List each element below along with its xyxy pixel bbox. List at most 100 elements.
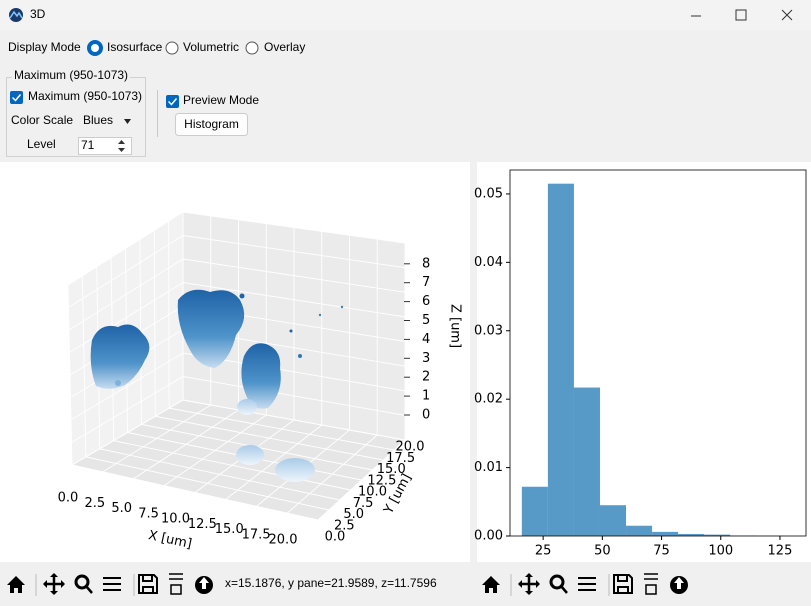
level-label: Level <box>27 137 56 151</box>
x-tick-label: 100 <box>708 544 733 559</box>
grid-3d <box>317 439 406 521</box>
z-tick-label: 6 <box>422 294 430 309</box>
y-tick-label: 0.02 <box>474 392 503 407</box>
z-axis-label: Z [um] <box>448 304 463 348</box>
configure[interactable] <box>578 577 596 591</box>
plot-frame <box>509 169 807 537</box>
y-tick-label: 0.03 <box>474 323 503 338</box>
grid-3d <box>71 376 184 443</box>
window-title: 3D <box>30 7 46 21</box>
grid-3d <box>182 282 406 318</box>
bar <box>704 534 731 536</box>
save[interactable] <box>138 574 158 594</box>
configure[interactable] <box>103 577 121 591</box>
grid-3d <box>70 352 184 421</box>
home[interactable] <box>7 576 25 593</box>
spinbox[interactable] <box>78 137 132 155</box>
button-label[interactable]: Histogram <box>184 117 239 131</box>
y-tick-label: 20.0 <box>396 440 425 455</box>
maximize[interactable] <box>735 9 747 21</box>
x-tick-label: 5.0 <box>111 501 132 516</box>
combo-arrow[interactable] <box>124 119 131 124</box>
y-tick-label: 0.00 <box>474 529 503 544</box>
checkbox[interactable] <box>10 91 23 104</box>
x-tick-label: 7.5 <box>138 506 159 521</box>
histogram-button[interactable] <box>175 113 248 136</box>
x-tick-label: 125 <box>768 544 793 559</box>
y-tick-label: 0.05 <box>474 186 503 201</box>
x-tick-label: 0.0 <box>58 491 79 506</box>
save[interactable] <box>613 574 633 594</box>
checkbox[interactable] <box>166 95 179 108</box>
y-tick-label: 10.0 <box>358 485 387 500</box>
zoom-handle[interactable] <box>85 585 93 594</box>
y-tick-label: 5.0 <box>343 507 364 522</box>
title-bar <box>0 0 811 30</box>
checkbox-label[interactable]: Preview Mode <box>183 93 259 107</box>
grid-3d <box>182 258 406 293</box>
grid-3d <box>163 414 267 486</box>
checkbox-label[interactable]: Maximum (950-1073) <box>28 89 142 103</box>
save-binary[interactable] <box>169 573 183 595</box>
x-tick-label: 17.5 <box>242 527 271 542</box>
z-tick-label: 3 <box>422 351 430 366</box>
close[interactable] <box>781 9 793 21</box>
y-tick-label: 12.5 <box>367 473 396 488</box>
pan[interactable] <box>44 574 64 594</box>
zoom[interactable] <box>74 574 90 590</box>
radio-label[interactable]: Isosurface <box>107 40 163 54</box>
grid-3d <box>225 424 323 500</box>
z-tick-label: 5 <box>422 313 430 328</box>
radio-label[interactable]: Volumetric <box>183 40 239 54</box>
bar <box>652 531 679 536</box>
x-tick-label: 20.0 <box>269 533 298 548</box>
grid-3d <box>102 404 211 473</box>
zoom-handle[interactable] <box>560 585 568 594</box>
z-tick-label: 8 <box>422 256 430 271</box>
y-tick-label: 17.5 <box>386 451 415 466</box>
grid-3d <box>182 211 406 244</box>
grid-3d <box>68 235 184 308</box>
grid-3d <box>286 434 378 514</box>
zoom[interactable] <box>549 574 565 590</box>
home[interactable] <box>482 576 500 593</box>
y-tick-label: 0.0 <box>325 530 346 545</box>
x-tick-label: 25 <box>535 544 552 559</box>
grid-3d <box>182 235 406 269</box>
bar <box>521 486 548 536</box>
grid-3d <box>71 399 184 466</box>
radio-label[interactable]: Overlay <box>264 40 305 54</box>
y-tick-label: 0.04 <box>474 255 503 270</box>
bar <box>626 525 653 536</box>
grid-3d <box>182 376 406 416</box>
x-tick-label: 75 <box>653 544 670 559</box>
z-tick-label: 0 <box>422 408 430 423</box>
y-tick-label: 2.5 <box>334 518 355 533</box>
upload-arrow <box>674 577 684 589</box>
x-tick-label: 50 <box>594 544 611 559</box>
z-tick-label: 1 <box>422 389 430 404</box>
bar <box>547 183 574 536</box>
bar <box>599 505 627 536</box>
group-title: Maximum (950-1073) <box>14 68 128 82</box>
grid-3d <box>68 258 184 331</box>
radio-isosurface[interactable] <box>87 40 103 56</box>
pan[interactable] <box>519 574 539 594</box>
save-binary[interactable] <box>644 573 658 595</box>
grid-3d <box>67 211 184 286</box>
upload-arrow <box>199 577 209 589</box>
status-text: x=15.1876, y pane=21.9589, z=11.7596 <box>225 576 437 590</box>
radio-overlay[interactable] <box>245 41 259 55</box>
x-tick-label: 12.5 <box>188 517 217 532</box>
radio-volumetric[interactable] <box>165 41 179 55</box>
x-tick-label: 10.0 <box>161 512 190 527</box>
isosurface <box>90 289 344 482</box>
z-tick-label: 2 <box>422 370 430 385</box>
spinbox-value[interactable]: 71 <box>81 138 95 152</box>
combo-value[interactable]: Blues <box>83 113 113 127</box>
y-tick-label: 0.01 <box>474 460 503 475</box>
grid-3d <box>69 282 184 353</box>
y-tick-label: 15.0 <box>377 462 406 477</box>
